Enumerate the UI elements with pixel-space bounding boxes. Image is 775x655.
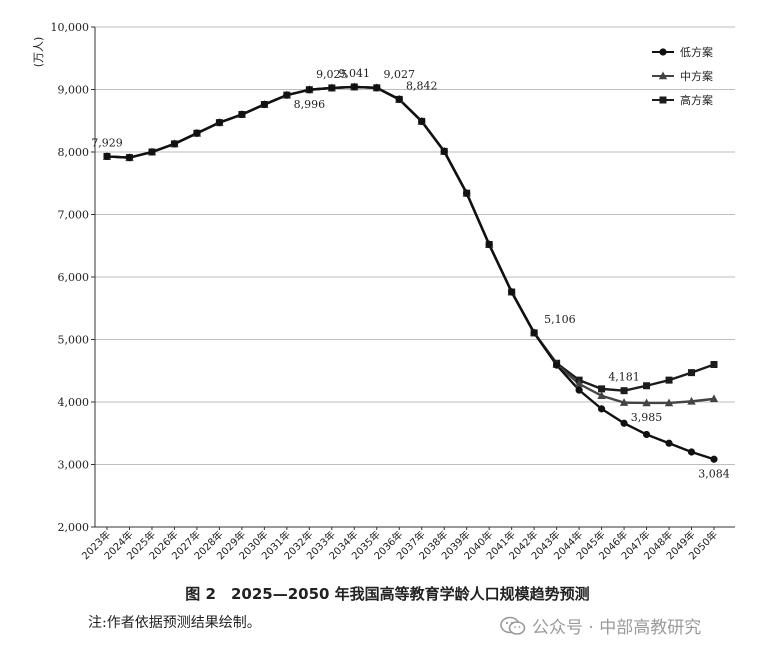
series-line-circle <box>106 85 715 461</box>
data-label: 3,084 <box>698 467 730 480</box>
legend-marker <box>659 48 667 56</box>
data-point-circle <box>665 439 673 447</box>
y-tick-label: 2,000 <box>58 521 90 534</box>
data-point-circle <box>373 84 381 92</box>
data-point-square <box>643 382 651 390</box>
data-point-triangle <box>687 396 696 405</box>
data-label: 7,929 <box>91 136 123 149</box>
wechat-icon <box>500 616 526 635</box>
data-point-circle <box>103 152 111 161</box>
data-point-circle <box>620 419 628 427</box>
data-point-circle <box>463 189 471 197</box>
data-label: 8,842 <box>406 79 438 92</box>
data-point-circle <box>710 455 718 463</box>
legend-label: 高方案 <box>680 93 713 107</box>
data-point-square <box>665 376 673 384</box>
data-point-circle <box>260 100 268 109</box>
watermark-text: 公众号 · 中部高教研究 <box>532 618 702 638</box>
data-point-circle <box>553 361 561 369</box>
data-point-triangle <box>574 379 584 388</box>
data-point-circle <box>148 148 156 156</box>
data-point-circle <box>687 448 696 456</box>
y-tick-label: 8,000 <box>58 146 90 159</box>
data-point-triangle <box>597 391 606 400</box>
data-label: 9,027 <box>384 68 416 81</box>
data-point-circle <box>395 95 403 103</box>
data-point-circle <box>350 83 358 91</box>
data-label: 9,025 <box>316 68 348 81</box>
data-label: 9,041 <box>339 67 371 80</box>
data-label: 3,985 <box>631 411 663 424</box>
y-tick-label: 6,000 <box>58 271 90 284</box>
data-point-square <box>688 369 696 377</box>
y-tick-label: 4,000 <box>58 396 90 409</box>
line-chart: 2,000 3,000 4,000 5,000 6,000 7,000 8,000 9,000… <box>32 21 735 562</box>
data-point-circle <box>238 110 246 119</box>
y-tick-label: 9,000 <box>58 84 90 97</box>
data-point-circle <box>193 129 201 137</box>
data-point-circle <box>170 140 179 148</box>
data-point-circle <box>125 154 134 162</box>
data-point-triangle <box>619 398 629 406</box>
figure-note: 注:作者依据预测结果绘制。 <box>88 615 261 631</box>
data-point-circle <box>215 119 224 127</box>
data-point-circle <box>485 240 493 249</box>
legend-marker <box>659 96 667 104</box>
data-point-triangle <box>642 398 651 407</box>
data-point-triangle <box>709 394 719 403</box>
watermark: 公众号 · 中部高教研究 <box>500 613 701 638</box>
data-point-triangle <box>664 398 674 407</box>
legend-label: 低方案 <box>680 45 713 59</box>
figure-caption: 图 2 2025—2050 年我国高等教育学龄人口规模趋势预测 <box>185 585 590 603</box>
data-point-circle <box>508 288 516 296</box>
data-label: 4,181 <box>608 371 640 384</box>
data-point-circle <box>597 405 606 413</box>
y-tick-label: 5,000 <box>58 334 90 347</box>
y-tick-label: 7,000 <box>58 209 90 222</box>
data-point-circle <box>440 147 448 155</box>
y-axis-label: (万人) <box>32 37 45 68</box>
data-point-circle <box>418 117 426 125</box>
data-point-square <box>598 385 606 393</box>
data-point-square <box>620 387 628 395</box>
y-tick-label: 10,000 <box>51 21 90 34</box>
data-point-circle <box>642 430 651 439</box>
data-point-circle <box>283 91 291 99</box>
data-point-circle <box>305 86 313 94</box>
data-label: 5,106 <box>544 313 576 326</box>
data-label: 8,996 <box>294 98 326 111</box>
data-point-circle <box>328 84 336 92</box>
legend-marker <box>658 71 668 80</box>
data-point-circle <box>530 329 538 337</box>
legend-label: 中方案 <box>680 69 713 83</box>
y-tick-label: 3,000 <box>58 459 90 472</box>
data-point-square <box>710 361 718 368</box>
data-point-circle <box>575 386 583 394</box>
